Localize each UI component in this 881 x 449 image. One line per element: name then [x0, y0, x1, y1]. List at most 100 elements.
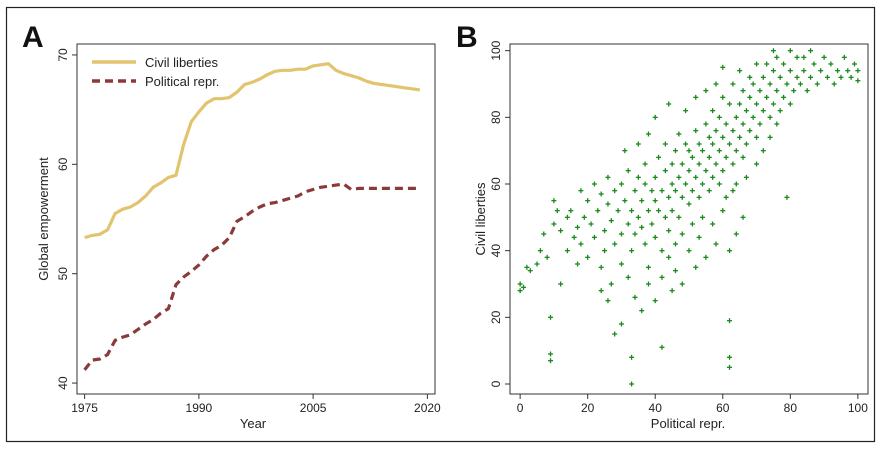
- scatter-point: [750, 114, 756, 120]
- scatter-point: [612, 241, 618, 247]
- scatter-point: [730, 81, 736, 87]
- panel-a-plot-frame: [76, 43, 436, 395]
- scatter-point: [541, 231, 547, 237]
- scatter-point: [801, 54, 807, 60]
- panel-b-y-axis-label: Civil liberties: [473, 182, 488, 255]
- panel-a-lines: [83, 62, 421, 371]
- scatter-point: [781, 61, 787, 67]
- scatter-point: [632, 188, 638, 194]
- scatter-point: [548, 314, 554, 320]
- scatter-point: [760, 108, 766, 114]
- scatter-point: [784, 81, 790, 87]
- scatter-point: [635, 141, 641, 147]
- scatter-point: [598, 288, 604, 294]
- scatter-point: [716, 114, 722, 120]
- scatter-point: [642, 161, 648, 167]
- scatter-point: [622, 198, 628, 204]
- scatter-point: [696, 141, 702, 147]
- scatter-point: [564, 248, 570, 254]
- scatter-point: [764, 94, 770, 100]
- scatter-point: [666, 194, 672, 200]
- scatter-point: [764, 61, 770, 67]
- scatter-point: [544, 254, 550, 260]
- scatter-point: [639, 224, 645, 230]
- scatter-point: [629, 381, 635, 387]
- scatter-point: [585, 254, 591, 260]
- scatter-point: [720, 94, 726, 100]
- scatter-point: [679, 161, 685, 167]
- scatter-point: [784, 194, 790, 200]
- scatter-point: [595, 208, 601, 214]
- panel-b-x-axis-label: Political repr.: [651, 416, 725, 431]
- scatter-point: [588, 221, 594, 227]
- scatter-point: [672, 148, 678, 154]
- scatter-point: [811, 61, 817, 67]
- scatter-point: [737, 101, 743, 107]
- scatter-point: [767, 114, 773, 120]
- scatter-point: [797, 81, 803, 87]
- scatter-point: [605, 174, 611, 180]
- scatter-point: [659, 274, 665, 280]
- scatter-point: [669, 288, 675, 294]
- scatter-point: [689, 154, 695, 160]
- scatter-point: [760, 148, 766, 154]
- scatter-point: [740, 154, 746, 160]
- scatter-point: [700, 214, 706, 220]
- scatter-point: [774, 54, 780, 60]
- scatter-point: [659, 344, 665, 350]
- scatter-point: [635, 174, 641, 180]
- scatter-point: [625, 274, 631, 280]
- scatter-point: [632, 231, 638, 237]
- scatter-point: [662, 214, 668, 220]
- scatter-point: [720, 64, 726, 70]
- scatter-point: [652, 114, 658, 120]
- panel-a: A 1975 1990 2005 2020 40 50 60 70 Year Global e…: [22, 21, 441, 431]
- scatter-point: [686, 248, 692, 254]
- scatter-point: [554, 208, 560, 214]
- scatter-point: [831, 81, 837, 87]
- scatter-point: [787, 68, 793, 74]
- panel-a-label: A: [22, 21, 44, 54]
- scatter-point: [804, 88, 810, 94]
- scatter-point: [777, 74, 783, 80]
- panel-a-y-tick-label: 70: [56, 48, 70, 62]
- scatter-point: [551, 198, 557, 204]
- scatter-point: [693, 128, 699, 134]
- scatter-point: [689, 221, 695, 227]
- scatter-point: [767, 134, 773, 140]
- scatter-point: [683, 141, 689, 147]
- scatter-point: [659, 188, 665, 194]
- scatter-point: [794, 74, 800, 80]
- scatter-point: [659, 248, 665, 254]
- scatter-point: [689, 188, 695, 194]
- scatter-point: [730, 188, 736, 194]
- civil-liberties-line: [84, 62, 421, 240]
- scatter-point: [666, 254, 672, 260]
- scatter-point: [578, 241, 584, 247]
- panel-a-x-axis-label: Year: [240, 416, 267, 431]
- figure-frame: [5, 6, 876, 443]
- scatter-point: [639, 198, 645, 204]
- scatter-point: [693, 174, 699, 180]
- scatter-point: [656, 208, 662, 214]
- scatter-point: [716, 148, 722, 154]
- scatter-point: [693, 94, 699, 100]
- scatter-point: [733, 148, 739, 154]
- panel-b-x-tick-label: 100: [848, 401, 868, 415]
- panel-b-y-tick-label: 40: [489, 244, 503, 258]
- panel-a-y-tick-label: 60: [56, 157, 70, 171]
- scatter-point: [848, 74, 854, 80]
- scatter-point: [629, 208, 635, 214]
- scatter-point: [679, 231, 685, 237]
- scatter-point: [770, 101, 776, 107]
- scatter-point: [517, 288, 523, 294]
- scatter-point: [608, 218, 614, 224]
- panel-b-x-tick-label: 0: [517, 401, 524, 415]
- scatter-point: [845, 68, 851, 74]
- panel-a-y-axis-label: Global empowerment: [36, 157, 51, 281]
- scatter-point: [720, 134, 726, 140]
- scatter-point: [642, 181, 648, 187]
- scatter-point: [743, 141, 749, 147]
- scatter-point: [747, 128, 753, 134]
- scatter-point: [767, 81, 773, 87]
